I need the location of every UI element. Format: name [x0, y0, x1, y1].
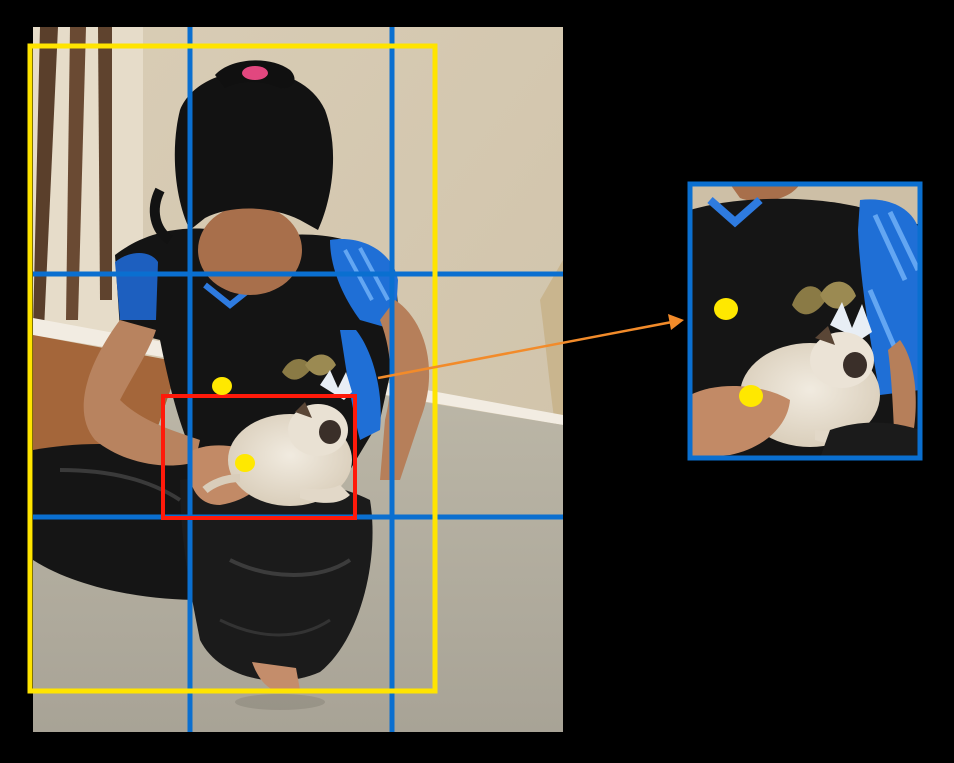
person-center-point	[212, 377, 232, 395]
puppy-center-point	[235, 454, 255, 472]
shirt-ornament	[282, 354, 352, 400]
zoom-panel-frame	[687, 181, 923, 461]
zoom-panel	[690, 184, 920, 458]
zoom-person-center-point	[714, 298, 738, 320]
satin-pants	[33, 444, 373, 681]
hair-tie	[242, 66, 268, 80]
puppy-bounding-box	[161, 394, 357, 520]
foot	[252, 662, 300, 693]
zoom-puppy-center-point	[739, 385, 763, 407]
photo	[33, 27, 563, 732]
zoom-arrow	[377, 314, 684, 380]
puppy	[202, 402, 352, 506]
person-bounding-box	[27, 43, 438, 694]
